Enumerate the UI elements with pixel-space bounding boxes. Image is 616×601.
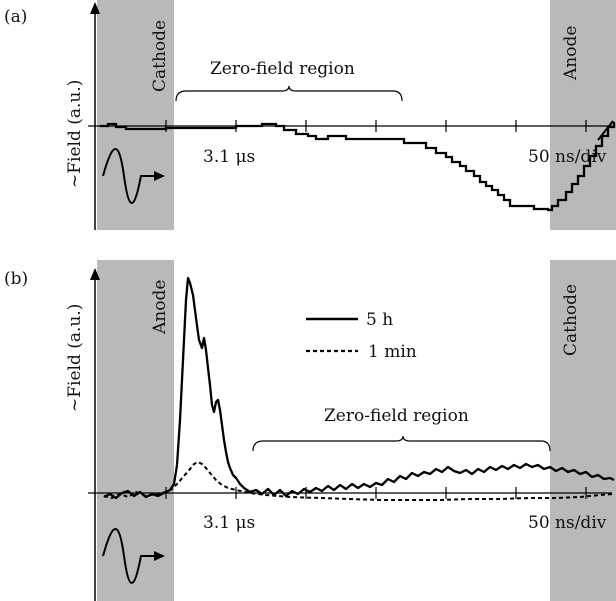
region-label-b: Zero-field region bbox=[324, 406, 469, 426]
time-label-right-b: 50 ns/div bbox=[528, 513, 607, 533]
right-electrode-band-b bbox=[550, 260, 616, 601]
legend-label-5h: 5 h bbox=[366, 310, 393, 330]
panel-a: (a) ~Field (a.u.) Cathode Anode Zero-fie… bbox=[4, 0, 616, 230]
left-electrode-band-b bbox=[97, 260, 174, 601]
pulse-icon-a bbox=[102, 148, 158, 204]
panel-label-a: (a) bbox=[4, 7, 27, 27]
region-brace-a bbox=[175, 85, 403, 102]
region-brace-b bbox=[252, 435, 551, 452]
panel-b: (b) ~Field (a.u.) Anode Cathode Zero-fie… bbox=[4, 260, 616, 601]
panel-label-b: (b) bbox=[4, 269, 28, 289]
right-electrode-band-a bbox=[550, 0, 616, 230]
ticks-a bbox=[165, 120, 587, 132]
time-label-right-a: 50 ns/div bbox=[528, 147, 607, 167]
left-electrode-label-a: Cathode bbox=[150, 20, 170, 92]
trace-a bbox=[100, 122, 616, 212]
trace-b-1min bbox=[103, 460, 615, 501]
pulse-arrow-b bbox=[154, 551, 165, 561]
y-axis-label-a: ~Field (a.u.) bbox=[65, 80, 85, 188]
pulse-arrow-a bbox=[154, 171, 165, 181]
region-label-a: Zero-field region bbox=[210, 59, 355, 79]
trace-a-arrow-shaft bbox=[597, 120, 614, 141]
y-axis-label-b: ~Field (a.u.) bbox=[65, 304, 85, 412]
right-electrode-label-b: Cathode bbox=[561, 284, 581, 356]
trace-b-5h bbox=[103, 276, 615, 500]
pulse-icon-b bbox=[102, 528, 158, 584]
y-axis-arrow-a bbox=[90, 2, 100, 14]
y-axis-arrow-b bbox=[90, 268, 100, 280]
left-electrode-label-b: Anode bbox=[150, 280, 170, 335]
legend-label-1min: 1 min bbox=[368, 342, 417, 362]
time-label-left-a: 3.1 μs bbox=[203, 147, 255, 167]
left-electrode-band-a bbox=[97, 0, 174, 230]
time-label-left-b: 3.1 μs bbox=[203, 513, 255, 533]
right-electrode-label-a: Anode bbox=[561, 26, 581, 81]
